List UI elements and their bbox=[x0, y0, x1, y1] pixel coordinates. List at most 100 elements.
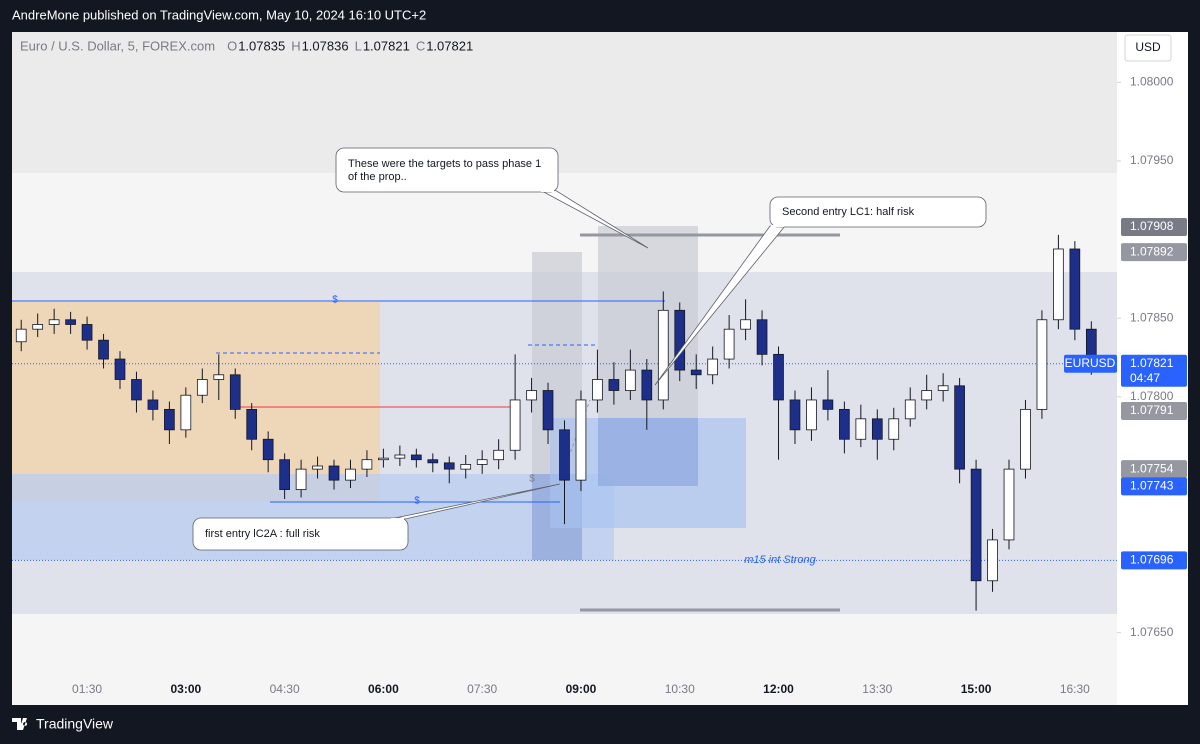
price-label-box bbox=[1121, 401, 1187, 420]
x-tick-label: 12:00 bbox=[763, 682, 794, 696]
price-label: 1.07696 bbox=[1130, 553, 1174, 567]
callout-targets: These were the targets to pass phase 1 o… bbox=[335, 147, 649, 249]
candle-body bbox=[855, 418, 867, 440]
x-tick-label: 10:30 bbox=[665, 682, 695, 696]
price-label-box bbox=[1121, 460, 1187, 479]
candle-body bbox=[147, 399, 159, 410]
candle-body bbox=[394, 454, 406, 459]
candle-body bbox=[806, 399, 817, 431]
annotation: Second entry LC1: half risk bbox=[782, 206, 915, 218]
price-label-box bbox=[1121, 243, 1187, 262]
candle-body bbox=[937, 385, 949, 391]
plot: 1.08000 1.07950 1.07850 1.07800 1.07650 01:30… bbox=[12, 74, 1187, 696]
candle-body bbox=[1020, 408, 1031, 470]
callout-box bbox=[192, 517, 409, 551]
price-label-box bbox=[1121, 217, 1187, 236]
candle-body bbox=[114, 358, 126, 380]
ohlc-value: 1.07821 bbox=[426, 38, 473, 53]
candle-body bbox=[674, 309, 686, 371]
symbol-box bbox=[1064, 354, 1117, 373]
level-label: m15 int Strong bbox=[744, 554, 816, 566]
candle-body bbox=[822, 399, 834, 410]
candle-body bbox=[871, 418, 883, 440]
x-tick-label: 15:00 bbox=[961, 682, 992, 696]
candle-body bbox=[196, 379, 208, 396]
marker: $ bbox=[529, 474, 535, 485]
candle-body bbox=[608, 379, 620, 391]
publisher: AndreMone published on TradingView.com, … bbox=[12, 7, 426, 22]
candle-body bbox=[723, 328, 735, 360]
countdown: 04:47 bbox=[1130, 371, 1160, 385]
candle-body bbox=[954, 385, 965, 470]
candle-body bbox=[542, 390, 554, 431]
candle-body bbox=[707, 358, 719, 376]
candle-body bbox=[378, 457, 389, 461]
candle-body bbox=[641, 369, 653, 401]
symbol: EURUSD bbox=[1065, 356, 1116, 370]
candle-body bbox=[789, 399, 801, 431]
candle-body bbox=[213, 374, 225, 380]
candle-body bbox=[493, 449, 504, 461]
y-tick-label: 1.08000 bbox=[1130, 74, 1174, 88]
price-label-box bbox=[1121, 551, 1187, 570]
x-tick-label: 16:30 bbox=[1060, 682, 1090, 696]
candle-body bbox=[361, 459, 373, 470]
x-tick-label: 07:30 bbox=[467, 682, 497, 696]
candle-body bbox=[904, 399, 916, 420]
ohlc-key: L bbox=[355, 38, 362, 53]
price-label: 1.07754 bbox=[1130, 461, 1174, 475]
x-tick-label: 06:00 bbox=[368, 682, 399, 696]
candle-body bbox=[625, 369, 636, 391]
price-label: 1.07908 bbox=[1130, 219, 1174, 233]
ohlc-value: 1.07821 bbox=[363, 38, 410, 53]
callout-first: first entry lC2A : full risk bbox=[192, 483, 561, 551]
candle-body bbox=[48, 319, 60, 325]
currency[interactable]: USD bbox=[1135, 40, 1161, 54]
ohlc-value: 1.07835 bbox=[238, 38, 285, 53]
marker: $ bbox=[414, 496, 420, 507]
y-tick-label: 1.07800 bbox=[1130, 389, 1174, 403]
price-label: 1.07743 bbox=[1130, 479, 1174, 493]
x-tick-label: 01:30 bbox=[72, 682, 102, 696]
x-tick-label: 03:00 bbox=[170, 682, 201, 696]
candle-body bbox=[1003, 468, 1015, 541]
candle-body bbox=[246, 408, 258, 440]
ohlc-key: H bbox=[291, 38, 300, 53]
candle-body bbox=[987, 539, 998, 582]
currency-button[interactable] bbox=[1124, 34, 1172, 62]
y-tick-label: 1.07650 bbox=[1130, 625, 1174, 639]
candle-body bbox=[279, 459, 290, 490]
candle-body bbox=[15, 328, 27, 343]
candle-body bbox=[410, 454, 422, 461]
logo bbox=[12, 718, 28, 730]
brand: TradingView bbox=[36, 716, 114, 732]
candle-body bbox=[460, 464, 472, 470]
ohlc-key: O bbox=[227, 38, 237, 53]
candle-body bbox=[81, 324, 93, 341]
candle-body bbox=[345, 468, 356, 481]
marker: $ bbox=[332, 295, 338, 306]
price-label: 1.07791 bbox=[1130, 403, 1174, 417]
annotation: These were the targets to pass phase 1 bbox=[348, 158, 541, 170]
candle-body bbox=[262, 438, 274, 461]
candle-body bbox=[921, 390, 933, 401]
candle-body bbox=[657, 309, 669, 401]
candle-body bbox=[888, 418, 900, 440]
candle-body bbox=[740, 319, 751, 330]
candle-body bbox=[427, 459, 439, 464]
candle-body bbox=[1053, 248, 1064, 321]
candle-body bbox=[756, 319, 768, 355]
zone-session bbox=[12, 302, 380, 502]
candle-body bbox=[65, 319, 76, 325]
y-tick-label: 1.07850 bbox=[1130, 310, 1174, 324]
callout-box bbox=[335, 147, 559, 193]
candle-body bbox=[509, 399, 521, 451]
annotation: first entry lC2A : full risk bbox=[205, 528, 320, 540]
candle-body bbox=[1069, 248, 1081, 330]
candle-body bbox=[180, 394, 192, 431]
candle-body bbox=[690, 369, 702, 376]
last-price: 1.07821 bbox=[1130, 356, 1174, 370]
x-tick-label: 04:30 bbox=[270, 682, 300, 696]
